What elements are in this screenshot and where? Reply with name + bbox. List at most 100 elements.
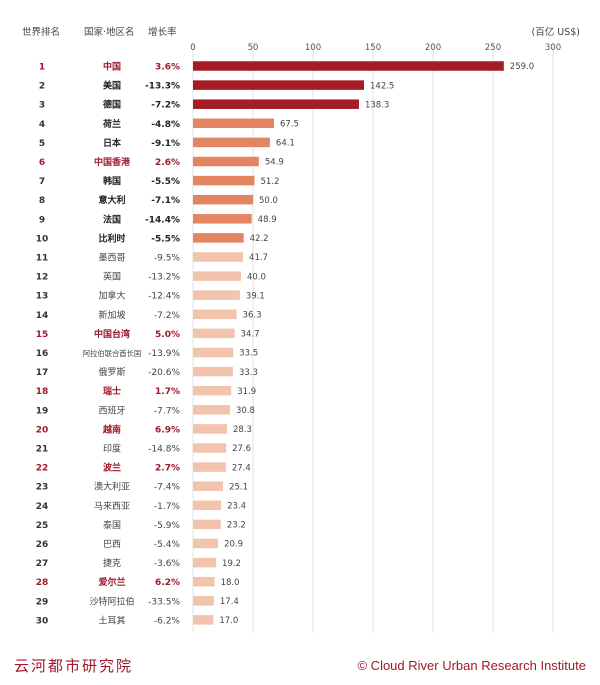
value-label: 18.0 bbox=[221, 578, 240, 588]
chart-row: 12 英国 -13.2% 40.0 bbox=[36, 271, 266, 283]
country-label: 俄罗斯 bbox=[98, 366, 125, 378]
bar bbox=[193, 194, 253, 205]
chart-row: 4 荷兰 -4.8% 67.5 bbox=[39, 118, 299, 130]
country-label: 爱尔兰 bbox=[98, 576, 125, 588]
country-label: 加拿大 bbox=[98, 290, 125, 302]
bar bbox=[193, 519, 221, 530]
chart-row: 2 美国 -13.3% 142.5 bbox=[39, 80, 394, 92]
chart-row: 19 西班牙 -7.7% 30.8 bbox=[36, 404, 255, 416]
country-label: 英国 bbox=[103, 271, 121, 283]
bar bbox=[193, 118, 274, 129]
rank-label: 6 bbox=[39, 158, 45, 168]
value-label: 259.0 bbox=[510, 62, 534, 72]
growth-label: -7.4% bbox=[154, 483, 181, 493]
value-label: 17.0 bbox=[219, 616, 238, 626]
rank-label: 2 bbox=[39, 82, 45, 92]
header-growth: 增长率 bbox=[148, 26, 177, 38]
growth-label: -5.9% bbox=[154, 521, 181, 531]
growth-label: 2.7% bbox=[155, 464, 180, 474]
rank-label: 12 bbox=[36, 273, 49, 283]
chart-row: 17 俄罗斯 -20.6% 33.3 bbox=[36, 366, 258, 378]
chart-row: 22 波兰 2.7% 27.4 bbox=[36, 462, 251, 474]
growth-label: 2.6% bbox=[155, 158, 180, 168]
chart-row: 23 澳大利亚 -7.4% 25.1 bbox=[36, 481, 248, 493]
growth-label: -5.5% bbox=[151, 234, 180, 244]
bar bbox=[193, 99, 359, 109]
chart-row: 25 泰国 -5.9% 23.2 bbox=[36, 519, 246, 531]
chart-row: 15 中国台湾 5.0% 34.7 bbox=[36, 328, 260, 340]
chart-row: 5 日本 -9.1% 64.1 bbox=[39, 137, 295, 149]
value-label: 31.9 bbox=[237, 387, 256, 397]
rank-label: 24 bbox=[36, 502, 49, 512]
bar bbox=[193, 443, 227, 453]
growth-label: -1.7% bbox=[154, 502, 181, 512]
growth-label: -33.5% bbox=[148, 597, 180, 607]
country-label: 马来西亚 bbox=[94, 501, 130, 512]
value-label: 27.6 bbox=[232, 444, 251, 454]
header-unit: (百亿 US$) bbox=[532, 26, 580, 38]
country-label: 阿拉伯联合酋长国 bbox=[83, 349, 141, 358]
growth-label: 3.6% bbox=[155, 63, 180, 73]
chart-row: 24 马来西亚 -1.7% 23.4 bbox=[36, 500, 246, 512]
country-label: 荷兰 bbox=[102, 118, 121, 130]
rank-label: 21 bbox=[36, 445, 49, 455]
value-label: 33.5 bbox=[239, 349, 258, 359]
chart-row: 7 韩国 -5.5% 51.2 bbox=[39, 175, 280, 187]
bar bbox=[193, 424, 227, 434]
bar bbox=[193, 557, 217, 568]
bar bbox=[193, 328, 235, 339]
rank-label: 30 bbox=[36, 616, 49, 626]
value-label: 39.1 bbox=[246, 291, 265, 301]
rank-label: 11 bbox=[36, 254, 49, 264]
bar bbox=[193, 615, 214, 625]
bar bbox=[193, 385, 232, 396]
tick-label-6: 300 bbox=[545, 43, 561, 53]
rank-label: 29 bbox=[36, 597, 49, 607]
growth-label: -12.4% bbox=[148, 292, 180, 302]
chart-row: 13 加拿大 -12.4% 39.1 bbox=[36, 290, 265, 302]
country-label: 中国台湾 bbox=[94, 328, 130, 340]
bar bbox=[193, 366, 233, 377]
value-label: 142.5 bbox=[370, 81, 394, 91]
rank-label: 4 bbox=[39, 120, 45, 130]
value-label: 138.3 bbox=[365, 100, 389, 110]
rank-label: 23 bbox=[36, 483, 49, 493]
growth-label: 1.7% bbox=[155, 387, 180, 397]
x-axis-ticks: 0 50 100 150 200 250 300 bbox=[190, 43, 561, 53]
chart-rows: 1 中国 3.6% 259.0 2 美国 -13.3% 142.5 3 德国 -7.2% 138.3 4… bbox=[36, 61, 534, 627]
country-label: 韩国 bbox=[103, 175, 121, 187]
growth-label: -13.9% bbox=[148, 349, 180, 359]
value-label: 67.5 bbox=[280, 120, 299, 130]
rank-label: 20 bbox=[36, 425, 49, 435]
rank-label: 14 bbox=[36, 311, 49, 321]
chart-row: 8 意大利 -7.1% 50.0 bbox=[39, 194, 278, 206]
tick-label-1: 50 bbox=[248, 43, 259, 53]
bar bbox=[193, 481, 224, 491]
growth-label: 5.0% bbox=[155, 330, 180, 340]
country-label: 美国 bbox=[103, 80, 121, 92]
rank-label: 19 bbox=[36, 406, 49, 416]
chart-row: 28 爱尔兰 6.2% 18.0 bbox=[36, 576, 240, 588]
country-label: 越南 bbox=[102, 423, 121, 435]
tick-label-3: 150 bbox=[365, 43, 381, 53]
country-label: 比利时 bbox=[98, 232, 125, 244]
value-label: 40.0 bbox=[247, 272, 266, 282]
value-label: 20.9 bbox=[224, 540, 243, 550]
tick-label-0: 0 bbox=[190, 43, 195, 53]
rank-label: 15 bbox=[36, 330, 49, 340]
bar bbox=[193, 309, 237, 320]
country-label: 新加坡 bbox=[98, 309, 125, 321]
growth-label: -14.8% bbox=[148, 445, 180, 455]
value-label: 42.2 bbox=[250, 234, 269, 244]
bar bbox=[193, 500, 222, 511]
bar-chart: 世界排名 国家·地区名 增长率 (百亿 US$) 0 50 100 150 200 250… bbox=[22, 26, 580, 633]
bar bbox=[193, 347, 234, 358]
value-label: 41.7 bbox=[249, 253, 268, 263]
value-label: 30.8 bbox=[236, 406, 255, 416]
value-label: 48.9 bbox=[258, 215, 277, 225]
value-label: 64.1 bbox=[276, 139, 295, 149]
rank-label: 3 bbox=[39, 101, 45, 111]
rank-label: 25 bbox=[36, 521, 49, 531]
bar bbox=[193, 214, 252, 224]
tick-label-4: 200 bbox=[425, 43, 441, 53]
